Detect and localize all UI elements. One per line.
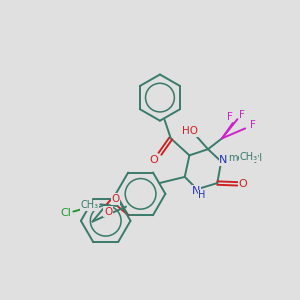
- Text: Cl: Cl: [60, 208, 71, 218]
- Text: methyl: methyl: [228, 153, 262, 164]
- Text: F: F: [239, 110, 245, 120]
- Text: F: F: [250, 120, 256, 130]
- Text: N: N: [192, 186, 201, 196]
- Text: O: O: [149, 155, 158, 165]
- Text: HO: HO: [182, 127, 198, 136]
- Text: N: N: [219, 155, 228, 165]
- Text: CH₃: CH₃: [239, 152, 257, 162]
- Text: O: O: [112, 194, 120, 204]
- Text: F: F: [227, 112, 233, 122]
- Text: CH₃: CH₃: [80, 200, 98, 210]
- Text: O: O: [104, 207, 112, 217]
- Text: O: O: [238, 179, 247, 189]
- Text: H: H: [198, 190, 206, 200]
